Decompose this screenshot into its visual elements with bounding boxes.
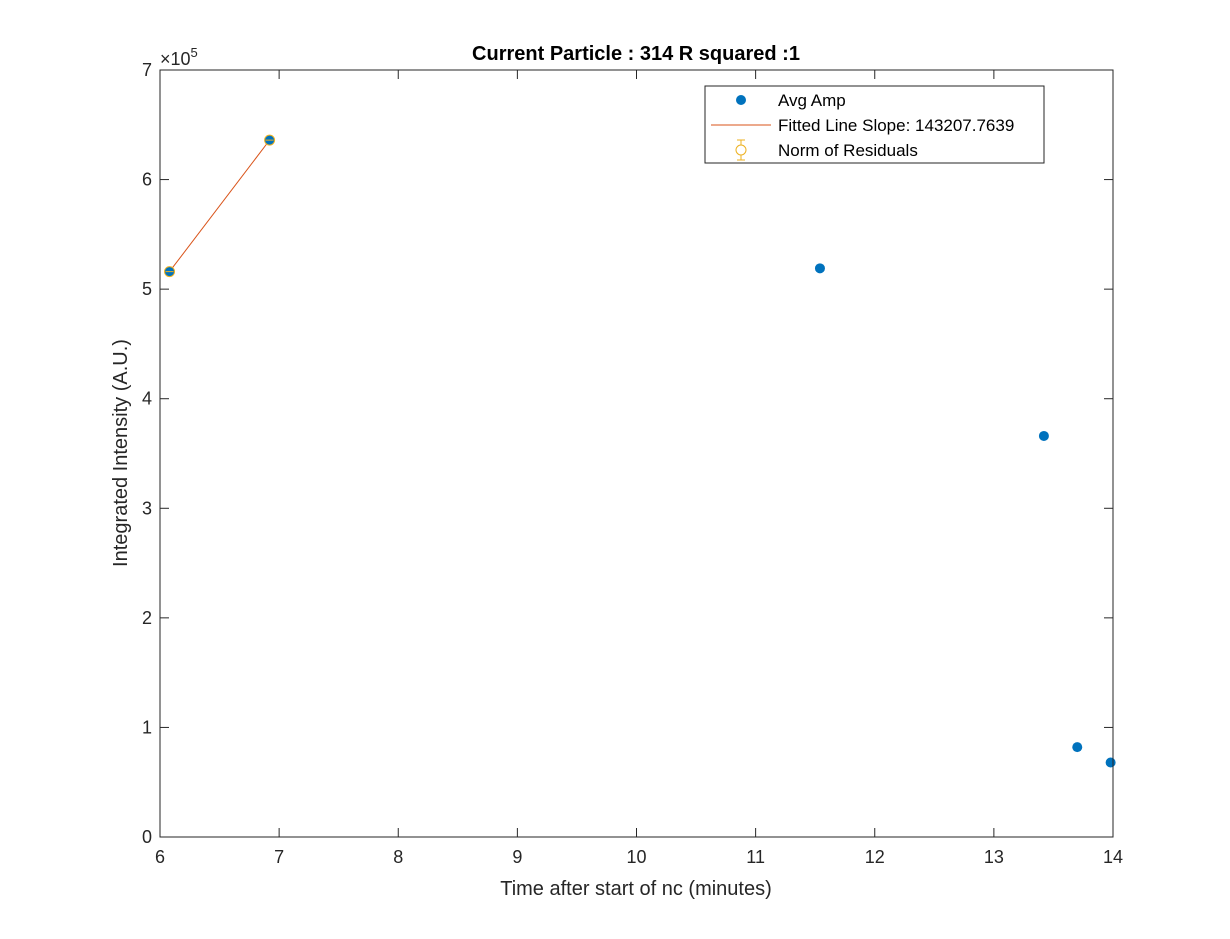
x-tick-label: 9 — [512, 847, 522, 867]
residual-marker — [264, 134, 276, 146]
x-tick-label: 14 — [1103, 847, 1123, 867]
y-tick-label: 2 — [142, 608, 152, 628]
y-exponent-power: 5 — [191, 45, 198, 60]
legend-label-avg-amp: Avg Amp — [778, 91, 846, 110]
x-tick-label: 7 — [274, 847, 284, 867]
avg-amp-point — [1072, 742, 1083, 753]
legend-label-fitted-line: Fitted Line Slope: 143207.7639 — [778, 116, 1014, 135]
y-tick-label: 3 — [142, 498, 152, 518]
x-tick-label: 13 — [984, 847, 1004, 867]
y-tick-label: 7 — [142, 60, 152, 80]
y-exponent-multiplier: ×105 — [160, 45, 198, 69]
x-tick-label: 11 — [746, 847, 765, 867]
y-tick-label: 4 — [142, 389, 152, 409]
x-tick-label: 12 — [865, 847, 885, 867]
avg-amp-point — [1105, 757, 1116, 768]
legend-label-residuals: Norm of Residuals — [778, 141, 918, 160]
y-tick-label: 5 — [142, 279, 152, 299]
x-axis-label: Time after start of nc (minutes) — [500, 878, 772, 900]
x-tick-label: 6 — [155, 847, 165, 867]
legend: Avg Amp Fitted Line Slope: 143207.7639 N… — [704, 85, 1045, 164]
plot-area — [160, 70, 1113, 837]
fitted-line-layer — [169, 139, 270, 272]
y-tick-label: 1 — [142, 717, 152, 737]
legend-marker-avg-amp — [736, 95, 746, 105]
x-tick-label: 10 — [626, 847, 646, 867]
residual-marker — [164, 266, 176, 278]
y-tick-label: 0 — [142, 827, 152, 847]
x-tick-label: 8 — [393, 847, 403, 867]
chart-title: Current Particle : 314 R squared :1 — [472, 43, 800, 65]
fitted-line — [169, 139, 270, 272]
errorbar-layer — [164, 134, 276, 278]
avg-amp-point — [814, 263, 825, 274]
y-tick-label: 6 — [142, 170, 152, 190]
avg-amp-point — [1038, 430, 1049, 441]
legend-marker-residuals — [735, 139, 747, 161]
y-axis-label: Integrated Intensity (A.U.) — [110, 339, 132, 567]
